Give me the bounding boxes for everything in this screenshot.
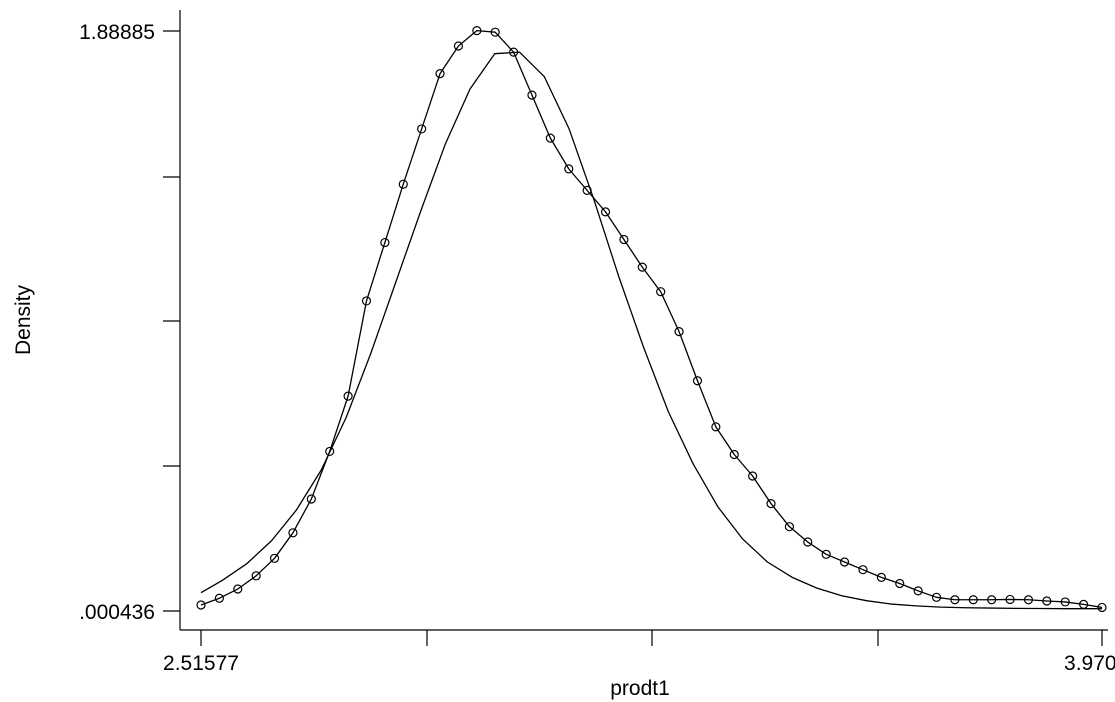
y-tick-label-bottom: .000436 bbox=[79, 601, 155, 624]
series-1-point-50 bbox=[1097, 602, 1107, 613]
series-1-point-41 bbox=[931, 592, 942, 602]
x-ticks bbox=[200, 630, 1103, 646]
x-tick-label-end: 3.97014 bbox=[1064, 652, 1115, 675]
y-ticks bbox=[163, 30, 180, 612]
series-1-point-47 bbox=[1042, 596, 1052, 606]
series-1-point-34 bbox=[803, 537, 813, 547]
series-layer bbox=[196, 26, 1107, 613]
series-1-point-1 bbox=[196, 600, 206, 610]
series-1-point-21 bbox=[564, 164, 574, 174]
series-1-point-12 bbox=[398, 179, 408, 189]
series-1-point-23 bbox=[600, 207, 611, 217]
series-1-point-7 bbox=[306, 494, 316, 504]
series-1-point-45 bbox=[1005, 594, 1015, 605]
series-line-2 bbox=[200, 51, 1102, 610]
series-1-point-32 bbox=[766, 499, 776, 509]
series-1-point-27 bbox=[674, 327, 684, 337]
series-line-1 bbox=[200, 30, 1103, 609]
x-axis-title: prodt1 bbox=[610, 677, 670, 700]
series-1-point-2 bbox=[214, 593, 224, 603]
series-1-point-4 bbox=[251, 571, 261, 581]
series-1-point-25 bbox=[637, 262, 647, 272]
series-1-point-14 bbox=[435, 69, 445, 79]
series-1-point-26 bbox=[656, 287, 666, 297]
y-axis-title: Density bbox=[12, 284, 35, 355]
series-1-point-3 bbox=[233, 584, 243, 594]
series-1-point-6 bbox=[288, 528, 298, 538]
series-1-point-46 bbox=[1023, 595, 1034, 605]
series-1-point-8 bbox=[325, 446, 335, 457]
series-1-point-40 bbox=[913, 586, 923, 596]
series-1-point-39 bbox=[895, 578, 905, 589]
series-1-point-24 bbox=[619, 234, 629, 245]
series-1-point-33 bbox=[784, 522, 795, 532]
series-1-point-10 bbox=[361, 296, 372, 306]
series-1-point-19 bbox=[527, 90, 537, 100]
series-1-point-36 bbox=[839, 557, 850, 567]
series-1-point-29 bbox=[711, 422, 721, 432]
series-1-point-44 bbox=[987, 595, 997, 605]
series-1-point-38 bbox=[876, 572, 886, 582]
series-1-point-48 bbox=[1060, 597, 1070, 607]
series-1-point-37 bbox=[858, 565, 868, 575]
series-1-point-9 bbox=[343, 391, 353, 401]
series-1-point-42 bbox=[950, 595, 960, 605]
plot-area: 1.88885 .000436 2.51577 3.97014 prodt1 D… bbox=[12, 10, 1115, 700]
series-1-point-5 bbox=[269, 553, 280, 563]
x-tick-label-start: 2.51577 bbox=[163, 652, 239, 675]
series-1-point-35 bbox=[821, 549, 831, 559]
y-tick-label-top: 1.88885 bbox=[79, 21, 155, 44]
series-1-point-20 bbox=[545, 133, 555, 143]
series-1-point-13 bbox=[417, 124, 427, 134]
series-1-point-16 bbox=[472, 26, 482, 36]
series-1-point-28 bbox=[692, 376, 703, 386]
series-1-point-43 bbox=[968, 595, 978, 605]
series-1-point-31 bbox=[748, 471, 758, 481]
series-1-point-17 bbox=[490, 27, 500, 37]
series-1-point-15 bbox=[453, 41, 464, 51]
series-1-point-30 bbox=[729, 449, 739, 460]
series-1-point-11 bbox=[380, 237, 390, 248]
